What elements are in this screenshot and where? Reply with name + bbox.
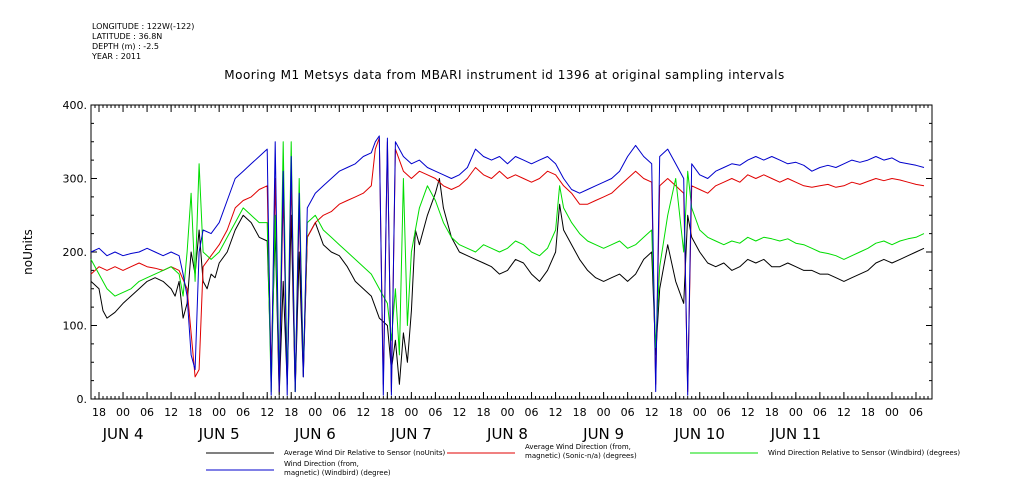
x-day-label: JUN 6: [294, 425, 336, 443]
x-tick-label: 18: [380, 406, 394, 419]
x-day-label: JUN 8: [486, 425, 528, 443]
x-tick-label: 06: [428, 406, 442, 419]
series-line-4: [90, 135, 925, 396]
legend-label: magnetic) (Sonic-n/a) (degrees): [525, 452, 637, 460]
longitude-label: LONGITUDE : 122W(-122): [92, 22, 195, 31]
x-tick-label: 00: [500, 406, 514, 419]
y-tick-label: 400.: [63, 99, 88, 112]
x-tick-label: 00: [885, 406, 899, 419]
legend-label: Wind Direction Relative to Sensor (Windb…: [768, 449, 960, 457]
x-day-label: JUN 11: [770, 425, 821, 443]
x-tick-label: 12: [260, 406, 274, 419]
x-tick-label: 18: [92, 406, 106, 419]
x-tick-label: 12: [356, 406, 370, 419]
x-tick-label: 06: [621, 406, 635, 419]
x-day-label: JUN 9: [582, 425, 624, 443]
x-tick-label: 06: [140, 406, 154, 419]
y-tick-label: 0.: [77, 393, 88, 406]
x-tick-label: 18: [765, 406, 779, 419]
x-tick-label: 18: [861, 406, 875, 419]
x-tick-label: 06: [909, 406, 923, 419]
x-tick-label: 00: [212, 406, 226, 419]
plot-frame: [90, 104, 933, 400]
x-tick-label: 12: [645, 406, 659, 419]
x-tick-label: 12: [741, 406, 755, 419]
series-line-3: [90, 141, 925, 393]
x-tick-label: 00: [116, 406, 130, 419]
y-tick-label: 300.: [63, 173, 88, 186]
x-day-label: JUN 10: [673, 425, 724, 443]
x-tick-label: 06: [525, 406, 539, 419]
x-tick-label: 12: [452, 406, 466, 419]
x-tick-label: 06: [236, 406, 250, 419]
legend-label: Average Wind Direction (from,: [525, 443, 631, 451]
x-tick-label: 00: [789, 406, 803, 419]
x-tick-label: 12: [837, 406, 851, 419]
series-line-1: [90, 178, 925, 396]
series-line-2: [90, 137, 925, 393]
year-label: YEAR : 2011: [92, 52, 142, 61]
legend-label: Wind Direction (from,: [284, 460, 359, 468]
x-tick-label: 06: [332, 406, 346, 419]
x-tick-label: 00: [597, 406, 611, 419]
x-day-label: JUN 5: [198, 425, 240, 443]
depth-label: DEPTH (m) : -2.5: [92, 42, 159, 51]
x-tick-label: 18: [476, 406, 490, 419]
x-day-label: JUN 7: [390, 425, 432, 443]
legend-label: Average Wind Dir Relative to Sensor (noU…: [284, 449, 445, 457]
latitude-label: LATITUDE : 36.8N: [92, 32, 163, 41]
x-day-label: JUN 4: [102, 425, 144, 443]
x-tick-label: 06: [717, 406, 731, 419]
x-tick-label: 12: [549, 406, 563, 419]
chart-title: Mooring M1 Metsys data from MBARI instru…: [224, 68, 785, 82]
y-tick-label: 200.: [63, 246, 88, 259]
x-tick-label: 18: [573, 406, 587, 419]
x-tick-label: 06: [813, 406, 827, 419]
x-tick-label: 00: [404, 406, 418, 419]
x-tick-label: 00: [308, 406, 322, 419]
x-tick-label: 18: [669, 406, 683, 419]
legend-label: magnetic) (Windbird) (degree): [284, 469, 391, 477]
x-tick-label: 18: [284, 406, 298, 419]
y-tick-label: 100.: [63, 320, 88, 333]
x-tick-label: 12: [164, 406, 178, 419]
x-tick-label: 18: [188, 406, 202, 419]
x-tick-label: 00: [693, 406, 707, 419]
